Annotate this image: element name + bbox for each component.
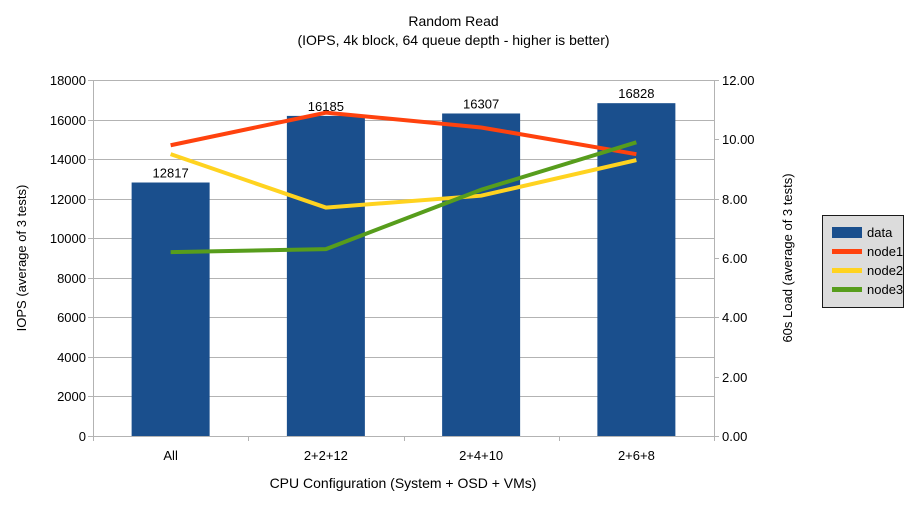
chart-title: Random Read — [408, 13, 499, 29]
series-line-node1 — [170, 110, 637, 157]
right-axis-tick-label: 0.00 — [722, 429, 747, 444]
bar-value-label: 16828 — [618, 86, 654, 101]
series-line-node2 — [169, 152, 637, 210]
bar-value-label: 16307 — [463, 96, 499, 111]
left-axis-title: IOPS (average of 3 tests) — [14, 185, 29, 332]
right-axis-tick-label: 2.00 — [722, 370, 747, 385]
left-axis-tick-label: 6000 — [57, 310, 86, 325]
legend-label: node2 — [867, 263, 904, 278]
right-axis-tick-label: 6.00 — [722, 251, 747, 266]
left-axis-tick-label: 16000 — [50, 113, 86, 128]
left-axis-tick-label: 8000 — [57, 271, 86, 286]
right-axis-title: 60s Load (average of 3 tests) — [780, 173, 795, 342]
series-line-node3 — [170, 140, 637, 255]
left-axis-tick-label: 18000 — [50, 73, 86, 88]
legend-item-node2: node2 — [832, 261, 903, 280]
left-axis-tick-label: 2000 — [57, 389, 86, 404]
bar-value-label: 12817 — [153, 166, 189, 181]
x-category-label: 2+6+8 — [618, 448, 655, 463]
x-axis-title: CPU Configuration (System + OSD + VMs) — [270, 475, 537, 491]
legend-swatch-data — [832, 227, 862, 238]
left-axis-tick-label: 4000 — [57, 350, 86, 365]
legend-item-data: data — [832, 223, 894, 242]
bar — [442, 113, 521, 437]
bar — [131, 182, 210, 436]
right-axis-tick-label: 4.00 — [722, 310, 747, 325]
legend-label: data — [867, 225, 893, 240]
left-axis-tick-label: 12000 — [50, 192, 86, 207]
bar — [286, 115, 365, 436]
bar — [597, 103, 676, 436]
legend-swatch-node1 — [832, 249, 862, 254]
legend-item-node3: node3 — [832, 280, 903, 299]
chart-subtitle: (IOPS, 4k block, 64 queue depth - higher… — [297, 32, 610, 48]
chart-title-block: Random Read (IOPS, 4k block, 64 queue de… — [0, 12, 907, 50]
legend-swatch-node2 — [832, 268, 862, 273]
bar-value-label: 16185 — [308, 99, 344, 114]
legend-label: node3 — [867, 282, 904, 297]
legend-label: node1 — [867, 244, 904, 259]
x-category-label: 2+4+10 — [459, 448, 503, 463]
left-axis-tick-label: 14000 — [50, 152, 86, 167]
chart-legend: data node1 node2 node3 — [822, 215, 904, 308]
legend-swatch-node3 — [832, 287, 862, 292]
right-axis-tick-label: 10.00 — [722, 132, 755, 147]
x-category-label: All — [163, 448, 178, 463]
right-axis-tick-label: 12.00 — [722, 73, 755, 88]
left-axis-tick-label: 10000 — [50, 231, 86, 246]
left-axis-tick-label: 0 — [79, 429, 86, 444]
legend-item-node1: node1 — [832, 242, 903, 261]
right-axis-tick-label: 8.00 — [722, 192, 747, 207]
x-category-label: 2+2+12 — [304, 448, 348, 463]
